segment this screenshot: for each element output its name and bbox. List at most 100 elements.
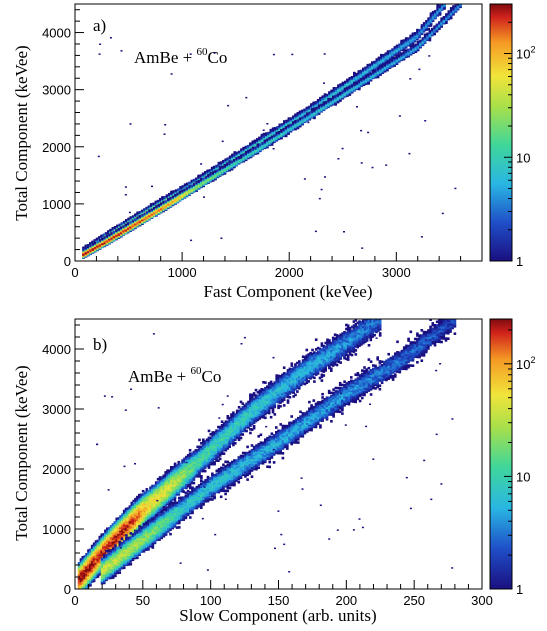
heatmap-cell (258, 136, 261, 140)
heatmap-cell (280, 123, 284, 126)
heatmap-cell (315, 106, 319, 110)
heatmap-cell (357, 71, 361, 75)
heatmap-cell (235, 151, 239, 155)
heatmap-cell (395, 44, 399, 48)
heatmap-cell (154, 200, 158, 204)
heatmap-cell (330, 89, 333, 93)
heatmap-cell (143, 212, 147, 216)
heatmap-cell (261, 142, 264, 145)
heatmap-cell (398, 43, 401, 47)
heatmap-cell (204, 171, 207, 174)
heatmap-cell (217, 163, 221, 166)
heatmap-cell (289, 117, 293, 120)
heatmap-cell (249, 148, 253, 152)
heatmap-cell (86, 244, 90, 247)
heatmap-cell (382, 54, 385, 57)
heatmap-cell (321, 95, 324, 98)
heatmap-cell (178, 190, 182, 194)
heatmap-cell (148, 209, 151, 212)
heatmap-cell (260, 136, 264, 139)
heatmap-cell (409, 44, 412, 48)
heatmap-cell (190, 184, 194, 188)
heatmap-cell (416, 31, 419, 34)
heatmap-cell (216, 169, 220, 172)
heatmap-cell (171, 195, 175, 199)
heatmap-cell (321, 96, 324, 100)
heatmap-cell (287, 117, 291, 120)
heatmap-cell (339, 83, 342, 86)
heatmap-cell (84, 246, 88, 250)
heatmap-cell (402, 48, 406, 52)
heatmap-cell (221, 165, 224, 169)
heatmap-cell (111, 227, 115, 230)
heatmap-cell (268, 137, 271, 140)
heatmap-cell (359, 69, 363, 73)
heatmap-cell (170, 190, 173, 194)
heatmap-cell (366, 63, 370, 67)
heatmap-cell (427, 17, 430, 20)
heatmap-cell (168, 192, 171, 196)
heatmap-cell (274, 127, 277, 130)
heatmap-cell (277, 131, 281, 134)
heatmap-cell (127, 217, 130, 221)
heatmap-cell (262, 134, 266, 138)
heatmap-cell (296, 112, 300, 115)
heatmap-cell (323, 93, 327, 96)
heatmap-cell (140, 209, 144, 213)
heatmap-cell (357, 70, 361, 73)
heatmap-cell (195, 180, 198, 184)
heatmap-cell (188, 181, 191, 185)
heatmap-cell (429, 14, 433, 18)
heatmap-cell (269, 128, 273, 132)
heatmap-cell (308, 111, 312, 115)
heatmap-cell (188, 185, 191, 188)
heatmap-cell (174, 189, 178, 192)
heatmap-cell (101, 237, 104, 241)
heatmap-cell (226, 162, 229, 166)
heatmap-cell (425, 20, 428, 23)
heatmap-cell (164, 200, 168, 203)
heatmap-cell (319, 96, 322, 100)
heatmap-cell (346, 78, 349, 82)
heatmap-cell (131, 219, 135, 223)
heatmap-cell (411, 32, 415, 36)
heatmap-cell (368, 63, 372, 66)
heatmap-cell (341, 81, 345, 85)
heatmap-cell (292, 115, 295, 118)
heatmap-cell (115, 229, 118, 232)
heatmap-cell (186, 182, 189, 186)
heatmap-cell (208, 169, 212, 172)
heatmap-cell (375, 58, 379, 61)
heatmap-cell (409, 34, 412, 38)
heatmap-cell (157, 203, 161, 207)
heatmap-cell (371, 61, 374, 64)
heatmap-cell (384, 52, 388, 55)
heatmap-cell (364, 66, 367, 70)
heatmap-cell (231, 153, 234, 157)
heatmap-cell (131, 215, 135, 218)
heatmap-cell (228, 162, 231, 165)
heatmap-cell (237, 156, 241, 159)
heatmap-cell (254, 146, 257, 150)
heatmap-cell (162, 200, 165, 204)
heatmap-cell (98, 238, 102, 242)
heatmap-cell (210, 166, 214, 170)
heatmap-cell (350, 76, 354, 79)
heatmap-cell (301, 116, 304, 119)
heatmap-cell (153, 207, 156, 210)
heatmap-cell (253, 139, 257, 143)
heatmap-cell (91, 240, 94, 244)
heatmap-cell (353, 71, 356, 75)
heatmap-cell (161, 196, 164, 199)
heatmap-cell (260, 134, 264, 138)
heatmap-cell (296, 119, 300, 122)
heatmap-cell (197, 174, 200, 178)
heatmap-cell (244, 145, 248, 149)
heatmap-cell (136, 211, 139, 215)
heatmap-cell (301, 109, 304, 113)
heatmap-cell (109, 228, 112, 232)
heatmap-cell (98, 236, 101, 239)
heatmap-cell (389, 49, 392, 53)
